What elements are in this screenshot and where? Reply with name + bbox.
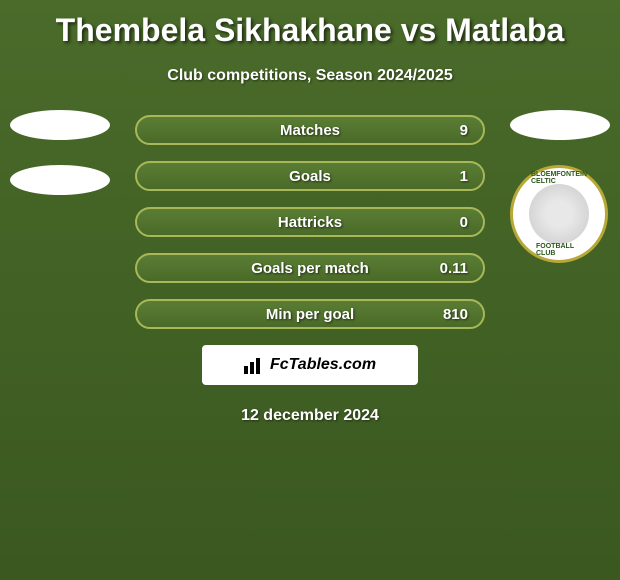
chart-icon: [244, 356, 266, 374]
stat-label: Matches: [152, 122, 468, 139]
club-badge-top-text: BLOEMFONTEIN CELTIC: [531, 171, 587, 185]
stats-container: Matches 9 Goals 1 Hattricks 0 Goals per …: [135, 115, 485, 329]
right-ellipse-badge: [510, 110, 610, 140]
right-player-badges: BLOEMFONTEIN CELTIC FOOTBALL CLUB: [510, 110, 610, 263]
stat-row-min-per-goal: Min per goal 810: [135, 299, 485, 329]
club-badge-bottom-text: FOOTBALL CLUB: [536, 243, 582, 257]
left-ellipse-badge-1: [10, 110, 110, 140]
footer-brand-badge[interactable]: FcTables.com: [202, 345, 418, 385]
stat-value: 1: [460, 168, 468, 185]
stat-label: Goals per match: [152, 260, 468, 277]
footer-brand-text: FcTables.com: [270, 356, 376, 374]
date-text: 12 december 2024: [0, 407, 620, 425]
stat-label: Hattricks: [152, 214, 468, 231]
stat-value: 0.11: [440, 260, 468, 277]
stat-row-matches: Matches 9: [135, 115, 485, 145]
stat-label: Goals: [152, 168, 468, 185]
left-ellipse-badge-2: [10, 165, 110, 195]
stat-value: 9: [460, 122, 468, 139]
club-badge: BLOEMFONTEIN CELTIC FOOTBALL CLUB: [510, 165, 608, 263]
stat-value: 810: [443, 306, 468, 323]
left-player-badges: [10, 110, 110, 220]
stat-value: 0: [460, 214, 468, 231]
page-subtitle: Club competitions, Season 2024/2025: [0, 67, 620, 85]
stat-label: Min per goal: [152, 306, 468, 323]
content-wrapper: BLOEMFONTEIN CELTIC FOOTBALL CLUB Matche…: [0, 115, 620, 425]
page-title: Thembela Sikhakhane vs Matlaba: [0, 0, 620, 49]
stat-row-goals-per-match: Goals per match 0.11: [135, 253, 485, 283]
stat-row-hattricks: Hattricks 0: [135, 207, 485, 237]
stat-row-goals: Goals 1: [135, 161, 485, 191]
